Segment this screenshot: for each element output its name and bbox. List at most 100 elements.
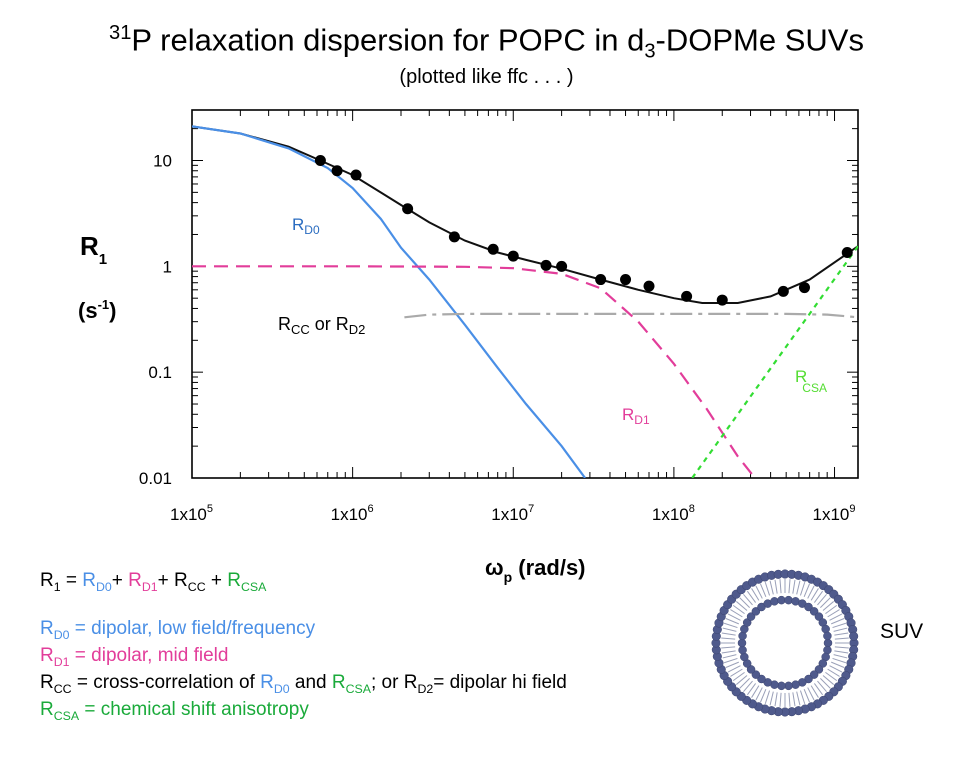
lipid-tail — [732, 604, 745, 615]
lipid-tail — [792, 692, 796, 707]
eq-r1: R — [40, 570, 54, 591]
lipid-tail — [822, 601, 834, 611]
def-rd1-text: = dipolar, mid field — [69, 645, 229, 666]
def-rd0-sub: D0 — [53, 627, 70, 642]
lipid-tail — [810, 588, 819, 601]
def-rcc-rcsa-sub: CSA — [345, 681, 371, 696]
data-point — [487, 243, 499, 255]
def-rcc-sub: CC — [53, 681, 72, 696]
annotation-rd2-main: R — [336, 314, 349, 334]
def-rcc-rd0-sub: D0 — [273, 681, 290, 696]
def-rcsa-main: R — [40, 699, 54, 720]
lipid-tail — [746, 683, 757, 696]
definition-rcc: RCC = cross-correlation of RD0 and RCSA;… — [40, 672, 567, 696]
x-tick-label-exp: 9 — [849, 503, 855, 515]
lipid-tail — [751, 588, 760, 601]
lipid-tail — [834, 632, 849, 636]
data-point — [556, 260, 568, 272]
data-point — [314, 154, 326, 166]
eq-plus-3: + — [205, 570, 228, 591]
def-rcc-rd2-sub: D2 — [417, 681, 434, 696]
def-rcc-rcsa: RCSA — [331, 672, 371, 696]
lipid-tail — [813, 590, 824, 603]
annotation-rcc-or: or — [310, 314, 336, 334]
def-rcc-rd0: RD0 — [260, 672, 290, 696]
x-tick-label: 1x108 — [652, 503, 695, 524]
lipid-tail — [760, 689, 767, 703]
def-rd1-sub: D1 — [53, 654, 70, 669]
x-axis-label-main: ω — [485, 555, 504, 580]
def-rcsa-sub: CSA — [53, 708, 80, 723]
y-axis-label: R1 — [80, 231, 107, 268]
data-point — [350, 169, 362, 181]
lipid-head — [738, 645, 747, 655]
lipid-tail — [803, 689, 810, 703]
lipid-tail — [725, 661, 739, 668]
lipid-tail — [822, 675, 834, 685]
lipid-tail — [813, 683, 824, 696]
annotation-rcc-main: R — [278, 314, 291, 334]
lipid-tail — [820, 597, 831, 608]
annotation-rcsa-sub: CSA — [802, 381, 827, 395]
annotation-rcsa-main: R — [795, 367, 807, 386]
lipid-tail — [769, 580, 774, 595]
x-axis-label-unit: (rad/s) — [512, 555, 585, 580]
x-tick-label: 1x109 — [813, 503, 856, 524]
page-subtitle: (plotted like ffc . . . ) — [399, 66, 574, 88]
lipid-tail — [796, 691, 801, 706]
lipid-tail — [760, 583, 767, 597]
lipid-tail — [743, 680, 753, 692]
lipid-head — [784, 595, 793, 605]
def-rcc-text2: ; or — [370, 672, 404, 693]
lipid-tail — [832, 657, 847, 664]
lipid-tail — [803, 583, 810, 597]
annotation-rd1-main: R — [622, 405, 634, 424]
lipid-tail — [817, 594, 827, 606]
data-point — [540, 259, 552, 271]
eq-rd1-main: R — [128, 570, 142, 591]
lipid-tail — [833, 627, 848, 632]
lipid-head — [849, 631, 859, 641]
y-tick-label: 0.01 — [139, 469, 172, 488]
data-point — [331, 165, 343, 177]
x-tick-label: 1x107 — [491, 503, 534, 524]
lipid-tail — [774, 692, 778, 707]
lipid-tail — [774, 579, 778, 594]
x-tick-label-base: 1x10 — [170, 505, 207, 524]
lipid-tail — [817, 680, 827, 692]
y-axis-label-main: R — [80, 231, 99, 261]
x-tick-label-exp: 5 — [207, 503, 213, 515]
series-line-RCC — [404, 312, 858, 319]
eq-plus-2: + — [157, 570, 175, 591]
lipid-tail — [755, 585, 763, 599]
lipid-head — [757, 674, 766, 684]
lipid-head — [823, 638, 833, 648]
lipid-head — [751, 607, 761, 616]
lipid-tail — [727, 665, 741, 673]
y-axis-unit-close: ) — [109, 298, 116, 323]
lipid-tail — [739, 678, 750, 689]
def-rcc-rcsa-main: R — [331, 672, 346, 693]
lipid-head — [814, 612, 824, 621]
lipid-tail — [725, 618, 739, 625]
axis-label-group: R1 (s-1) ωp (rad/s) RD0 RCC or RD2 RD1 R… — [78, 215, 827, 585]
relaxation-equation: R1 = RD0+ RD1+ RCC + RCSA — [40, 570, 266, 594]
series-line-RCSA — [691, 245, 858, 478]
y-axis-label-sub: 1 — [99, 251, 107, 268]
data-point — [595, 274, 607, 286]
annotation-rcc-sub: CC — [291, 322, 310, 337]
lipid-head — [777, 595, 786, 605]
lipid-tail — [831, 618, 845, 625]
lipid-tail — [810, 685, 819, 698]
lipid-tail — [722, 654, 737, 659]
lipid-tail — [764, 581, 771, 596]
lipid-tail — [827, 668, 840, 677]
y-axis-unit-open: (s — [78, 298, 98, 323]
series-group — [192, 125, 858, 478]
lipid-tail — [721, 637, 736, 640]
lipid-head — [804, 602, 813, 612]
lipid-tail — [827, 609, 840, 618]
data-point — [716, 294, 728, 306]
lipid-tail — [743, 594, 753, 606]
